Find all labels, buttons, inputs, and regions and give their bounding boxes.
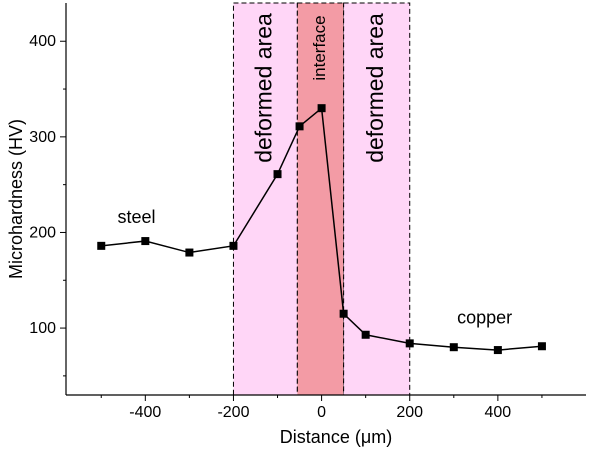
data-point: [185, 248, 194, 257]
axes-layer: -400 -200 0 200 400 100 200 300 400 Distance (μm)…: [6, 3, 586, 447]
region-label-2: deformed area: [362, 13, 388, 163]
region-label-1: interface: [310, 15, 329, 80]
data-point: [339, 309, 348, 318]
x-tick-label-1: -200: [217, 404, 249, 421]
x-axis-title: Distance (μm): [280, 427, 392, 447]
data-point: [449, 343, 458, 352]
y-axis-title: Microhardness (HV): [6, 119, 26, 279]
x-tick-label-4: 400: [485, 404, 512, 421]
annotation-1: copper: [457, 307, 512, 327]
data-point: [229, 241, 238, 250]
y-tick-label-0: 100: [29, 320, 56, 337]
data-point: [493, 346, 502, 355]
region-label-0: deformed area: [250, 13, 276, 163]
data-point: [361, 330, 370, 339]
x-tick-label-2: 0: [317, 404, 326, 421]
region-2: [343, 3, 410, 395]
x-tick-label-0: -400: [129, 404, 161, 421]
data-point: [295, 122, 304, 131]
annotation-0: steel: [117, 207, 155, 227]
x-tick-label-3: 200: [396, 404, 423, 421]
data-point: [537, 342, 546, 351]
data-point: [97, 241, 106, 250]
series-layer: [97, 104, 546, 355]
data-point: [273, 170, 282, 179]
data-point: [141, 237, 150, 246]
y-tick-label-3: 400: [29, 33, 56, 50]
y-tick-label-1: 200: [29, 224, 56, 241]
regions-layer: deformed area interface deformed area: [232, 2, 411, 396]
data-point: [405, 339, 414, 348]
data-point: [317, 104, 326, 113]
region-1: [297, 3, 344, 395]
annotations-layer: steel copper: [117, 207, 512, 327]
y-tick-label-2: 300: [29, 129, 56, 146]
region-0: [233, 3, 298, 395]
